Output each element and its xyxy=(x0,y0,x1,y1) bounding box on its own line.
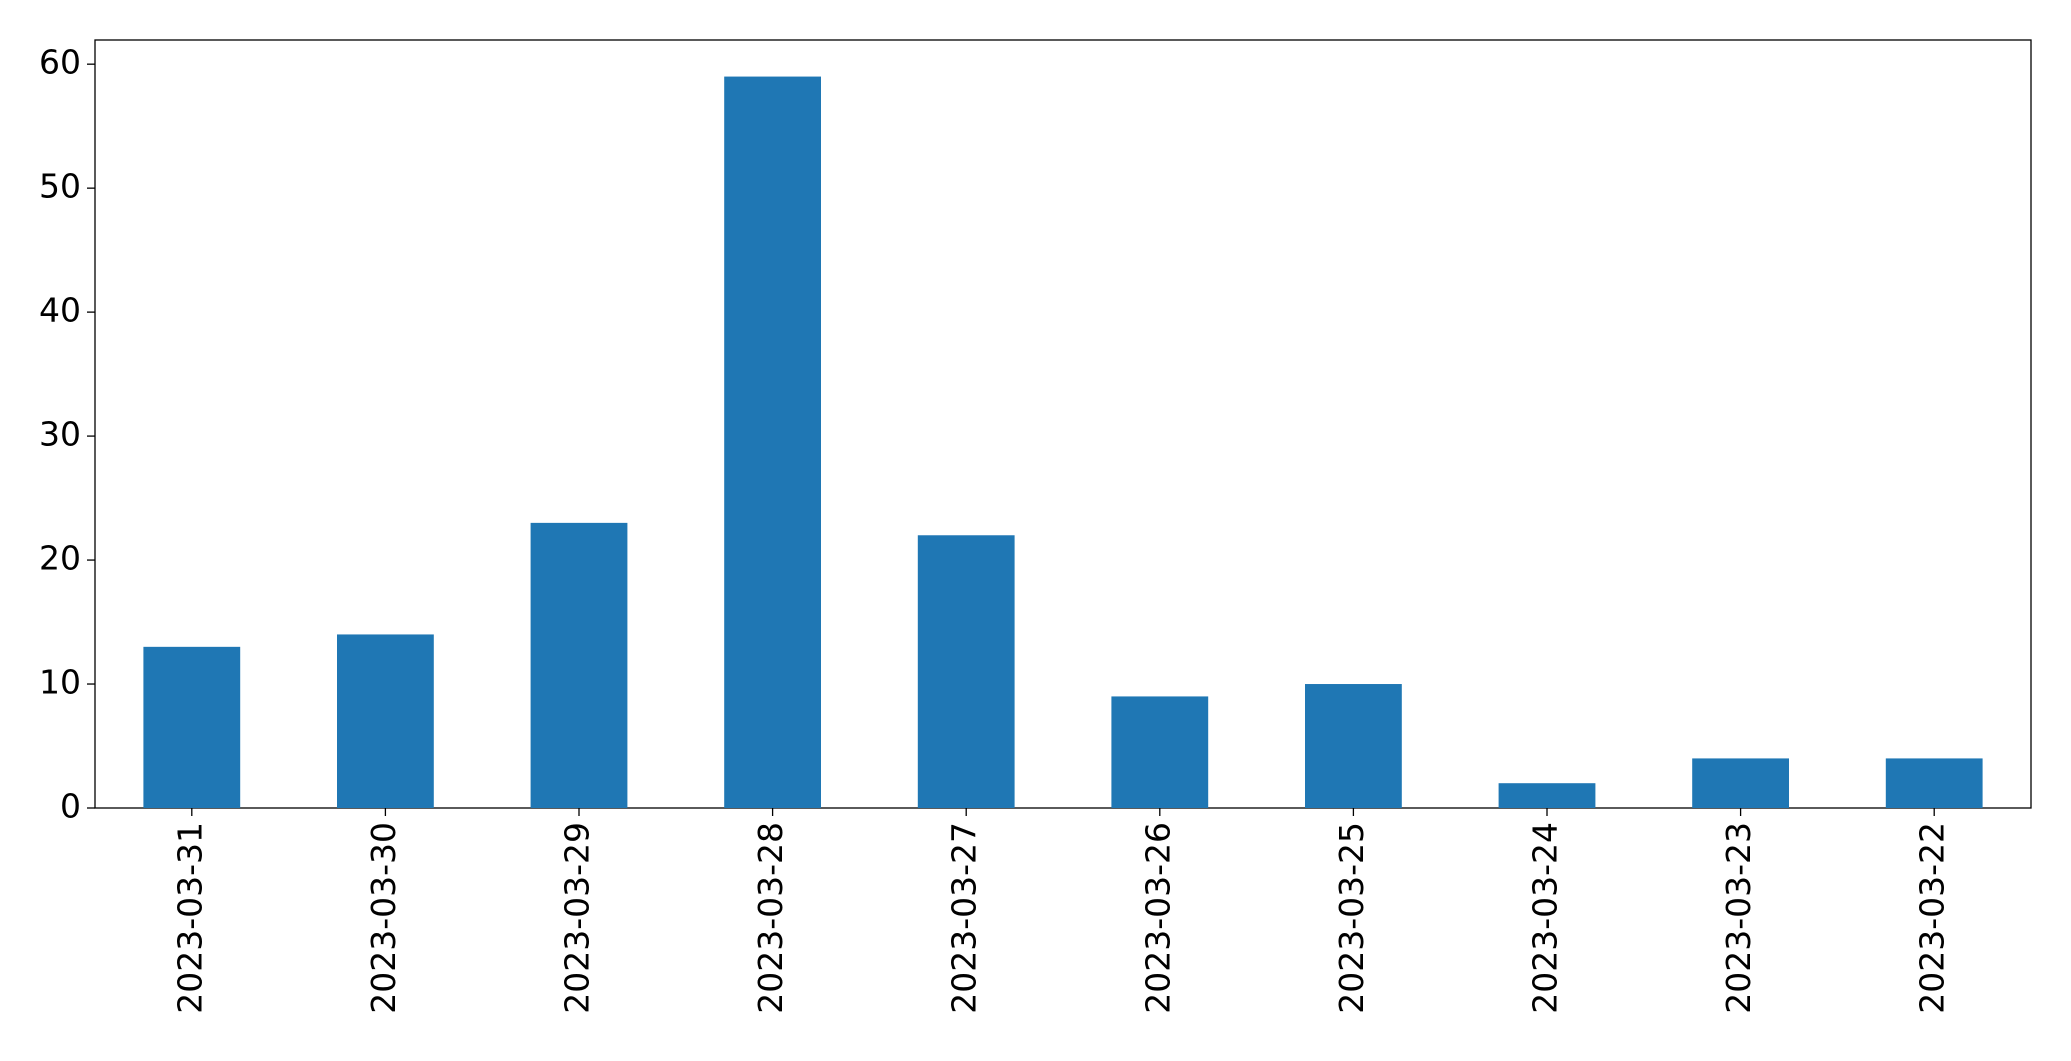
x-tick-label: 2023-03-28 xyxy=(751,822,790,1014)
y-tick-label: 0 xyxy=(60,787,81,826)
bar xyxy=(1111,696,1209,808)
bar xyxy=(1305,684,1402,808)
y-tick-label: 40 xyxy=(39,291,81,330)
y-tick-label: 20 xyxy=(39,539,81,578)
x-tick-label: 2023-03-31 xyxy=(170,822,209,1014)
bar xyxy=(530,522,628,808)
x-tick-label: 2023-03-23 xyxy=(1719,822,1758,1014)
x-tick-label: 2023-03-29 xyxy=(558,822,597,1014)
y-tick-label: 60 xyxy=(39,43,81,82)
bar xyxy=(917,535,1015,808)
x-tick-label: 2023-03-26 xyxy=(1138,822,1177,1014)
x-tick-label: 2023-03-22 xyxy=(1913,822,1952,1014)
bar xyxy=(724,76,821,809)
x-tick-label: 2023-03-30 xyxy=(364,822,403,1014)
bar xyxy=(337,634,434,808)
plot-frame xyxy=(94,39,2032,809)
y-tick-label: 10 xyxy=(39,663,81,702)
y-tick-label: 50 xyxy=(39,167,81,206)
x-tick-label: 2023-03-27 xyxy=(945,822,984,1014)
bar xyxy=(143,646,241,808)
x-tick-label: 2023-03-25 xyxy=(1332,822,1371,1014)
bar xyxy=(1692,758,1789,808)
y-tick-label: 30 xyxy=(39,415,81,454)
bar xyxy=(1498,783,1596,808)
bar xyxy=(1885,758,1983,808)
x-tick-label: 2023-03-24 xyxy=(1526,822,1565,1014)
